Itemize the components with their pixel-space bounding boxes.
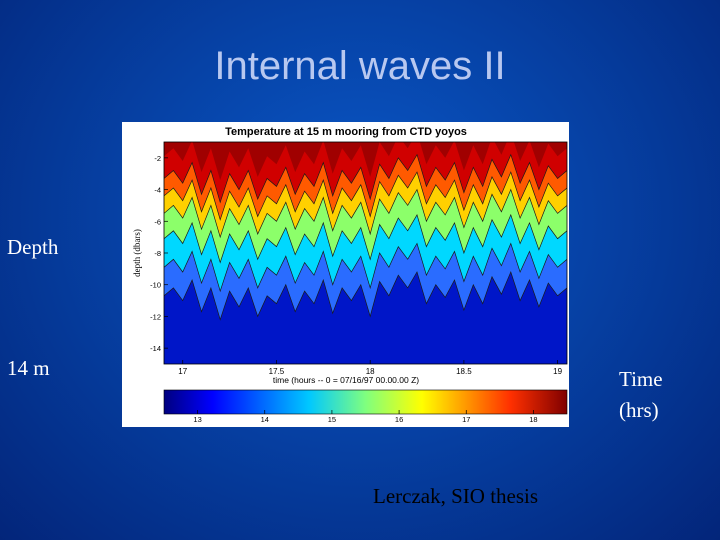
colorbar-ticks: 13 14 15 16 17 18	[193, 410, 538, 424]
figure-credit: Lerczak, SIO thesis	[373, 484, 539, 508]
x-axis-label: time (hours -- 0 = 07/16/97 00.00.00 Z)	[273, 375, 419, 385]
isotherm-contour-5	[164, 271, 567, 321]
y-tick-label: -14	[150, 344, 161, 353]
y-tick-label: -10	[150, 281, 161, 290]
depth-value-caption: 14 m	[7, 356, 50, 380]
colorbar-tick-label: 17	[462, 415, 470, 424]
isotherm-contour-2	[164, 188, 567, 239]
x-tick-label: 17.5	[269, 367, 285, 376]
chart-title: Temperature at 15 m mooring from CTD yoy…	[225, 126, 467, 138]
y-tick-label: -4	[154, 186, 161, 195]
time-axis-caption: Time (hrs)	[619, 364, 699, 426]
isotherm-contour-0	[164, 153, 567, 204]
time-caption-line1: Time	[619, 367, 663, 391]
x-tick-label: 17	[178, 367, 187, 376]
colorbar	[163, 389, 568, 415]
y-axis-label: depth (dbars)	[132, 229, 142, 277]
y-tick-label: -6	[154, 217, 161, 226]
isotherm-contour-3	[164, 213, 567, 264]
x-tick-label: 18	[366, 367, 375, 376]
colorbar-tick-label: 18	[529, 415, 537, 424]
temperature-figure: Temperature at 15 m mooring from CTD yoy…	[122, 122, 569, 427]
x-tick-label: 19	[553, 367, 562, 376]
y-axis-ticks: -2 -4 -6 -8 -10 -12 -14	[150, 154, 168, 353]
colorbar-tick-label: 16	[395, 415, 403, 424]
colorbar-tick-label: 13	[193, 415, 201, 424]
isotherm-contour-4	[164, 242, 567, 293]
colorbar-tick-label: 14	[261, 415, 269, 424]
y-tick-label: -2	[154, 154, 161, 163]
y-tick-label: -8	[154, 249, 161, 258]
slide-title: Internal waves II	[214, 44, 506, 88]
isotherm-contour-1	[164, 171, 567, 221]
x-axis-ticks: 17 17.5 18 18.5 19	[178, 360, 563, 376]
x-tick-label: 18.5	[456, 367, 472, 376]
time-caption-line2: (hrs)	[619, 398, 659, 422]
heatmap-plot-area	[164, 142, 567, 364]
depth-axis-caption: Depth	[7, 235, 59, 259]
colorbar-tick-label: 15	[328, 415, 336, 424]
y-tick-label: -12	[150, 312, 161, 321]
